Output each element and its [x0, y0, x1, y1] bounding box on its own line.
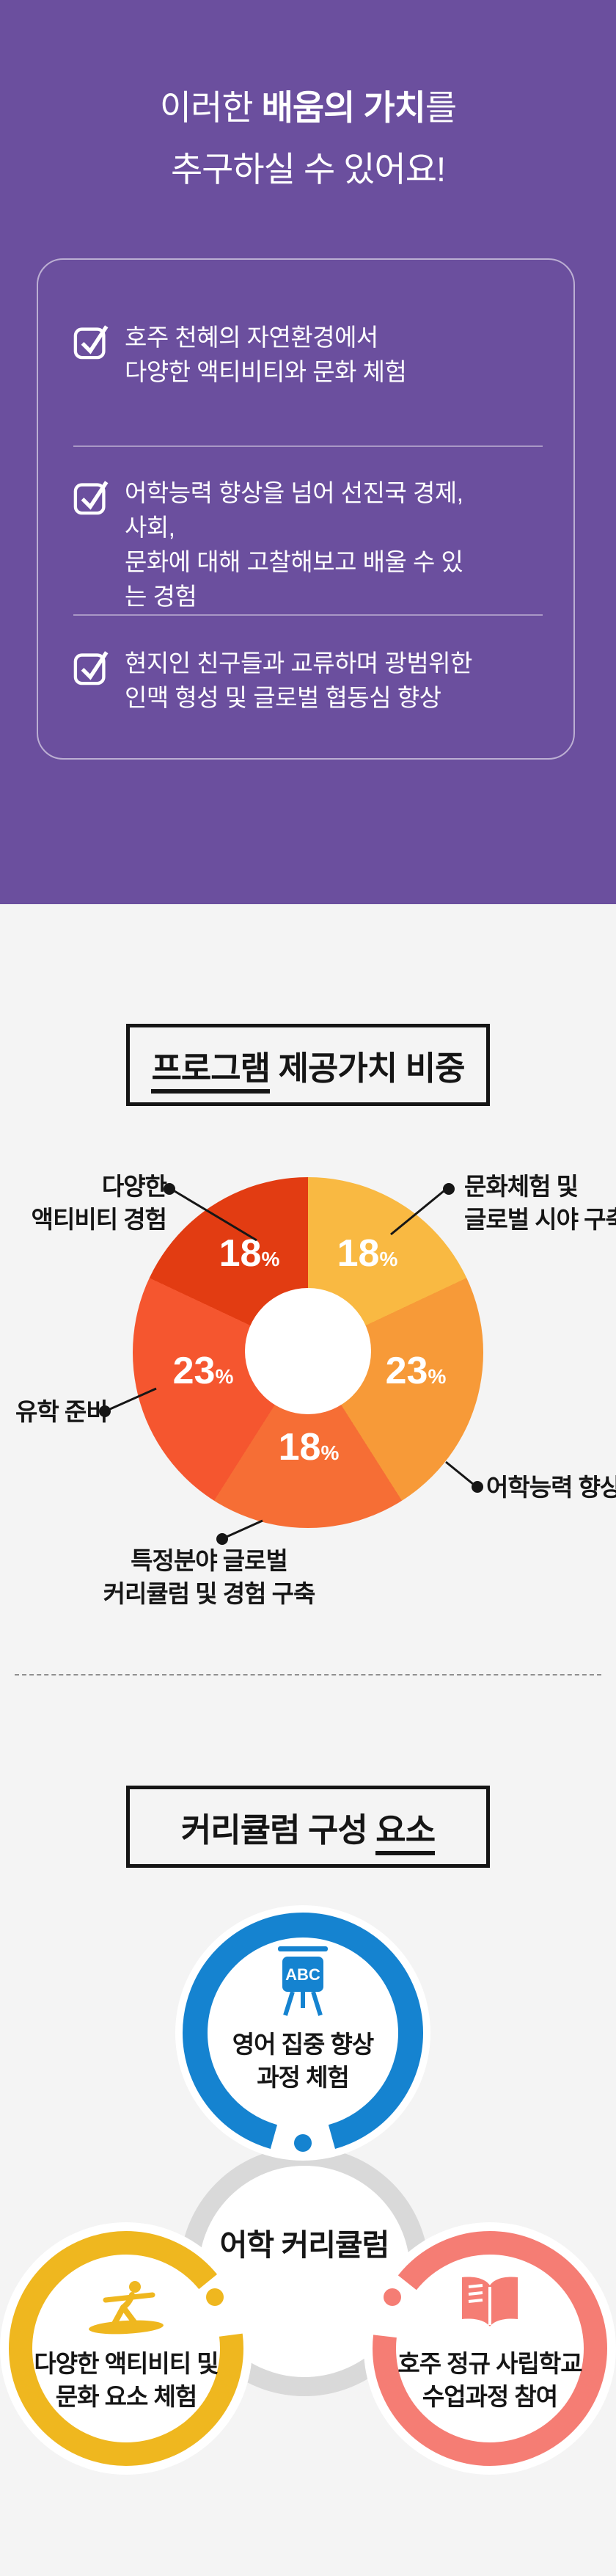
slice-label-language: 어학능력 향상	[486, 1474, 616, 1501]
node-ring-activity	[9, 2231, 243, 2466]
callout-dot	[164, 1183, 175, 1195]
callout-dot	[472, 1481, 483, 1493]
slice-label-curriculum: 특정분야 글로벌 커리큘럼 및 경험 구축	[103, 1547, 316, 1607]
connector-dot-blue	[294, 2134, 312, 2152]
center-label: 어학 커리큘럼	[219, 2228, 390, 2262]
benefit-item: 호주 천혜의 자연환경에서 다양한 액티비티와 문화 체험	[73, 320, 484, 389]
curriculum-diagram	[0, 1905, 616, 2475]
benefit-line: 문화에 대해 고찰해보고 배울 수 있는 경험	[125, 548, 463, 610]
benefits-card	[37, 258, 575, 760]
hero-title-emphasis: 배움의 가치	[261, 88, 426, 127]
node-label-activity: 다양한 액티비티 및 문화 요소 체험	[34, 2350, 219, 2410]
slice-percent-label: 23%	[172, 1350, 234, 1392]
node-label-english: 영어 집중 향상 과정 체험	[232, 2031, 375, 2091]
slice-label-culture: 문화체험 및 글로벌 시야 구축	[464, 1173, 616, 1233]
callout-dot	[99, 1405, 111, 1417]
slice-percent-label: 18%	[278, 1426, 340, 1469]
node-ring-school	[373, 2231, 607, 2466]
slice-label-activity: 다양한 액티비티 경험	[31, 1173, 167, 1233]
benefit-line: 현지인 친구들과 교류하며 광범위한	[125, 650, 472, 677]
slice-percent-label: 23%	[385, 1350, 447, 1392]
checkbox-check-icon	[73, 325, 109, 360]
hero-title-suffix: 를	[425, 88, 457, 127]
slice-percent-label: 18%	[337, 1232, 398, 1275]
section-title: 커리큘럼 구성 요소	[180, 1803, 436, 1855]
slice-label-study-abroad: 유학 준비	[15, 1398, 109, 1425]
hero-section: 이러한 배움의 가치를 추구하실 수 있어요! 호주 천혜의 자연환경에서 다양…	[0, 0, 616, 904]
hero-title-line2: 추구하실 수 있어요!	[170, 150, 446, 189]
svg-text:ABC: ABC	[285, 1965, 320, 1984]
connector-dot-yellow	[206, 2288, 224, 2306]
checkbox-check-icon	[73, 481, 109, 515]
hero-title-line1: 이러한 배움의 가치를	[0, 79, 616, 130]
abc-easel-icon: ABC	[278, 1946, 328, 2016]
title-rest: 커리큘럼 구성	[180, 1811, 376, 1849]
dashed-divider	[15, 1674, 601, 1676]
benefit-item: 어학능력 향상을 넘어 선진국 경제, 사회, 문화에 대해 고찰해보고 배울 …	[73, 476, 484, 614]
benefit-line: 다양한 액티비티와 문화 체험	[125, 358, 407, 385]
checkbox-check-icon	[73, 651, 109, 685]
donut-hole	[245, 1288, 371, 1414]
title-underlined-word: 요소	[375, 1811, 436, 1855]
benefit-item: 현지인 친구들과 교류하며 광범위한 인맥 형성 및 글로벌 협동심 향상	[73, 646, 484, 715]
hero-title-prefix: 이러한	[159, 88, 262, 127]
callout-dot	[216, 1533, 228, 1545]
connector-dot-pink	[384, 2288, 401, 2306]
node-label-school: 호주 정규 사립학교 수업과정 참여	[397, 2350, 582, 2410]
title-underlined-word: 프로그램	[151, 1049, 271, 1094]
divider	[73, 614, 543, 616]
title-rest: 제공가치 비중	[270, 1049, 466, 1087]
value-section-title-box: 프로그램 제공가치 비중	[126, 1024, 490, 1106]
section-title: 프로그램 제공가치 비중	[151, 1041, 466, 1094]
benefit-text: 현지인 친구들과 교류하며 광범위한 인맥 형성 및 글로벌 협동심 향상	[125, 646, 472, 715]
benefit-line: 어학능력 향상을 넘어 선진국 경제, 사회,	[125, 479, 463, 541]
divider	[73, 445, 543, 447]
benefit-line: 인맥 형성 및 글로벌 협동심 향상	[125, 684, 441, 711]
benefit-text: 어학능력 향상을 넘어 선진국 경제, 사회, 문화에 대해 고찰해보고 배울 …	[125, 476, 484, 614]
benefit-text: 호주 천혜의 자연환경에서 다양한 액티비티와 문화 체험	[125, 320, 407, 389]
open-book-icon	[462, 2277, 518, 2326]
surfer-icon	[89, 2281, 164, 2335]
callout-dot	[443, 1183, 455, 1195]
curriculum-section-title-box: 커리큘럼 구성 요소	[126, 1786, 490, 1868]
benefit-line: 호주 천혜의 자연환경에서	[125, 324, 378, 351]
callout-connectors	[99, 1183, 483, 1545]
node-ring-english	[183, 1913, 423, 2153]
